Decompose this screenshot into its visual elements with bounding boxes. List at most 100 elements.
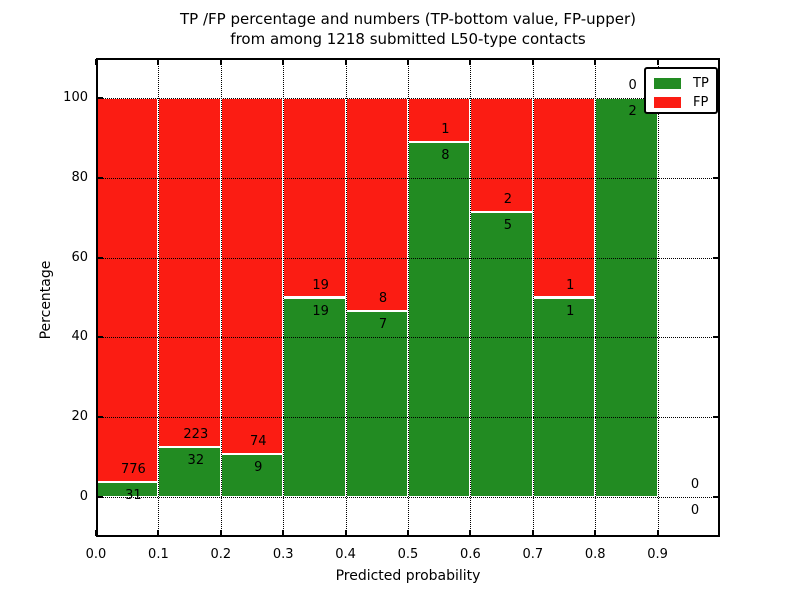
y-tick-mark (713, 336, 719, 339)
x-tick-label: 0.1 (148, 547, 169, 562)
bar-label-fp: 1 (441, 122, 450, 138)
y-tick-label: 100 (63, 89, 88, 105)
y-tick-label: 20 (71, 409, 88, 425)
x-tick-mark (594, 59, 597, 65)
x-tick-label: 0.0 (85, 547, 107, 562)
x-gridline (657, 58, 659, 537)
x-tick-label: 0.6 (460, 547, 481, 562)
bar-segment-fp (283, 97, 346, 298)
legend-label: TP (693, 76, 709, 91)
bar-segment-tp (408, 142, 471, 498)
bar-segment-fp (220, 97, 284, 454)
bar-label-fp: 1 (566, 277, 575, 293)
x-tick-label: 0.9 (647, 547, 668, 562)
bar-segment-tp (345, 310, 408, 498)
x-gridline (532, 58, 534, 537)
x-tick-mark (469, 59, 472, 65)
x-tick-mark (656, 59, 659, 65)
bar-label-fp: 776 (121, 461, 146, 477)
bar-label-fp: 74 (249, 433, 267, 449)
x-tick-mark (157, 530, 160, 536)
bar-segment-fp (408, 97, 471, 143)
y-tick-label: 60 (71, 249, 88, 265)
plot-area: 776 31 223 32 74 9 19 19 8 7 1 8 2 5 1 1 0 2 0 0 (95, 58, 720, 537)
y-tick-mark (713, 176, 719, 179)
x-tick-mark (407, 59, 409, 65)
bar-segment-tp (532, 297, 596, 498)
legend-item: TP (646, 74, 716, 93)
bar-segment-fp (470, 97, 533, 212)
bar-segment-tp (158, 446, 221, 498)
bar-label-fp: 2 (503, 191, 512, 207)
x-tick-label: 0.3 (272, 547, 294, 562)
x-gridline (345, 58, 347, 537)
legend-swatch-tp (654, 78, 681, 89)
chart-title-line1: TP /FP percentage and numbers (TP-bottom… (180, 10, 636, 28)
x-gridline (408, 58, 409, 537)
bar-segment-tp (283, 297, 346, 498)
bar-label-tp: 7 (378, 316, 388, 332)
legend-label: FP (693, 95, 709, 110)
y-tick-label: 80 (71, 169, 88, 185)
x-tick-mark (282, 530, 285, 536)
x-gridline (158, 58, 160, 537)
x-tick-mark (656, 530, 659, 536)
y-tick-label: 40 (71, 329, 88, 345)
bar-segment-tp (595, 97, 658, 498)
x-tick-label: 0.7 (522, 547, 544, 562)
bar-label-fp: 19 (312, 277, 329, 293)
bar-label-tp: 1 (566, 303, 575, 319)
y-tick-label: 0 (79, 489, 88, 505)
x-tick-mark (95, 530, 97, 536)
bar-label-tp: 32 (187, 452, 205, 468)
bar-segment-fp (345, 97, 408, 311)
legend: TP FP (644, 67, 718, 114)
y-tick-mark (713, 496, 719, 499)
x-tick-mark (219, 59, 222, 65)
legend-item: FP (646, 93, 716, 112)
bar-label-fp: 0 (690, 477, 700, 493)
y-tick-mark (97, 336, 103, 339)
bar-label-fp: 223 (183, 426, 209, 442)
x-gridline (283, 58, 285, 537)
x-tick-mark (344, 59, 347, 65)
bar-label-tp: 5 (503, 217, 512, 233)
x-gridline (470, 58, 472, 537)
bar-label-fp: 0 (628, 77, 637, 93)
legend-swatch-fp (654, 97, 681, 108)
x-tick-mark (531, 59, 534, 65)
y-tick-mark (97, 256, 103, 259)
y-tick-mark (713, 256, 719, 259)
x-tick-mark (469, 530, 472, 536)
x-tick-mark (344, 530, 347, 536)
bar-label-tp: 0 (690, 503, 700, 519)
x-tick-mark (95, 59, 97, 65)
bar-label-tp: 2 (628, 103, 637, 119)
x-tick-label: 0.5 (397, 547, 419, 562)
y-tick-mark (97, 416, 103, 419)
x-tick-mark (157, 59, 160, 65)
bar-label-tp: 31 (125, 487, 142, 503)
chart-title-line2: from among 1218 submitted L50-type conta… (230, 30, 586, 48)
x-axis-label: Predicted probability (335, 568, 481, 584)
bar-label-tp: 8 (441, 148, 450, 164)
bar-segment-fp (158, 97, 221, 447)
bar-label-tp: 19 (312, 303, 329, 319)
chart-title: TP /FP percentage and numbers (TP-bottom… (96, 9, 720, 49)
bar-label-tp: 9 (254, 459, 263, 475)
x-tick-mark (407, 530, 409, 536)
bar-segment-fp (96, 97, 159, 482)
y-tick-mark (97, 96, 103, 99)
x-tick-mark (282, 59, 285, 65)
x-tick-label: 0.2 (210, 547, 232, 562)
x-tick-mark (219, 530, 222, 536)
x-tick-label: 0.8 (584, 547, 606, 562)
bar-segment-fp (532, 97, 596, 298)
bar-segment-tp (470, 211, 533, 498)
x-tick-mark (531, 530, 534, 536)
x-tick-mark (594, 530, 597, 536)
bar-label-fp: 8 (378, 290, 388, 306)
y-tick-mark (97, 496, 103, 499)
y-tick-mark (97, 176, 103, 179)
